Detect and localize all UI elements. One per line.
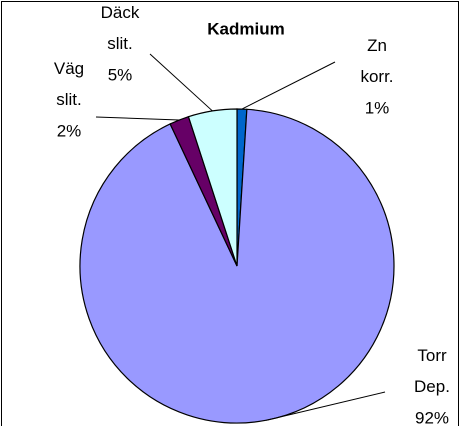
leader-line xyxy=(149,53,213,112)
pie-slice xyxy=(187,108,238,267)
category-label: Torr Dep. xyxy=(414,346,450,396)
value-label: 1% xyxy=(365,98,390,117)
value-label: 2% xyxy=(57,121,82,140)
leader-line xyxy=(241,61,336,110)
category-label: Väg slit. xyxy=(54,59,84,109)
chart-title: Kadmium xyxy=(207,19,284,38)
category-label: Däck slit. xyxy=(101,3,140,53)
leader-line xyxy=(95,116,180,121)
leader-line xyxy=(266,391,386,421)
value-label: 92% xyxy=(415,408,449,426)
category-label: Zn korr. xyxy=(360,36,393,86)
value-label: 5% xyxy=(108,65,133,84)
